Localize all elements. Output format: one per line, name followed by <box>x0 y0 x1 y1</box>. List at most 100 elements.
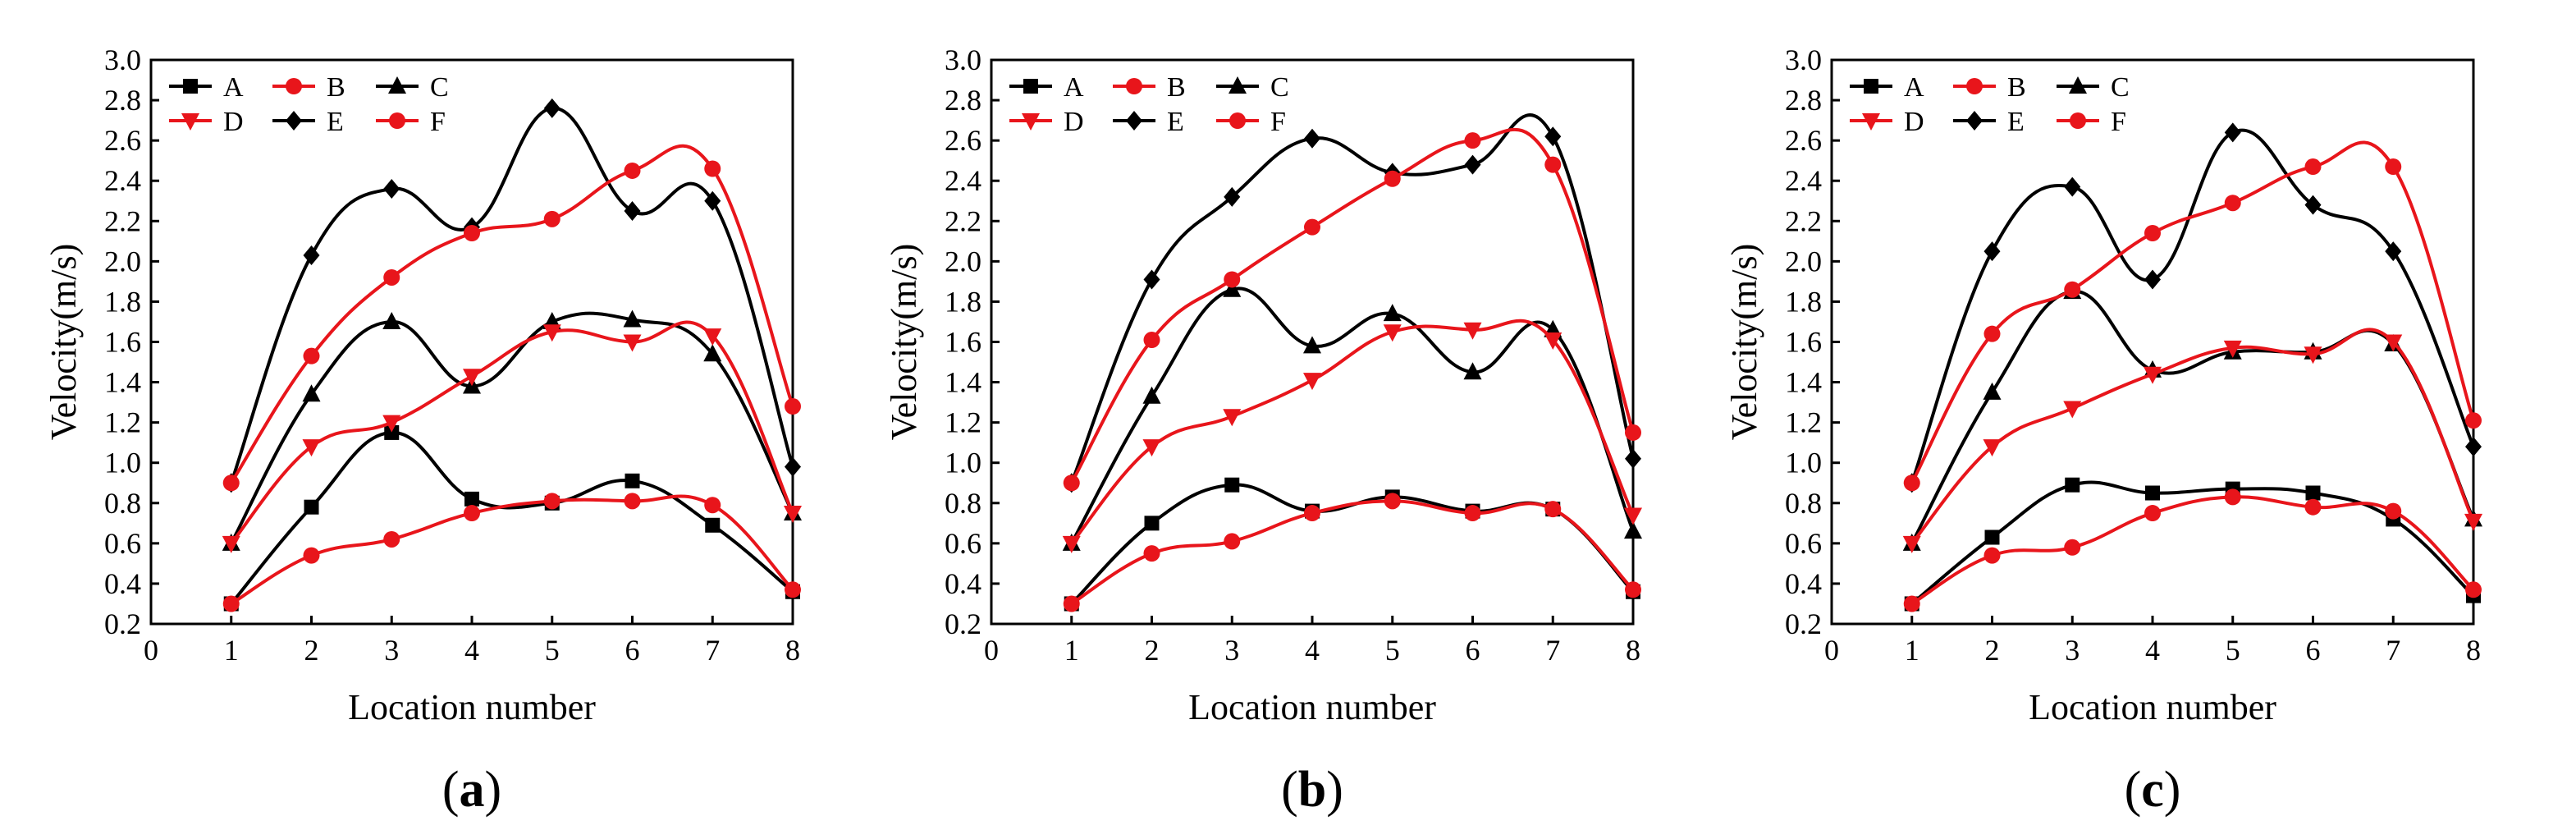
legend-marker-A <box>1023 79 1038 94</box>
y-tick-label: 1.8 <box>945 285 981 318</box>
panel-label-paren-close: ) <box>485 762 502 818</box>
data-point-A <box>705 517 721 533</box>
data-point-F <box>1143 332 1160 349</box>
data-point-B <box>383 530 400 548</box>
data-point-B <box>1544 501 1562 518</box>
legend-marker-D <box>1862 113 1880 131</box>
data-point-D <box>222 535 240 553</box>
panel-label: (b) <box>1281 762 1343 818</box>
data-point-B <box>624 493 641 510</box>
data-point-E <box>2385 241 2402 262</box>
data-point-A <box>1224 477 1240 493</box>
data-point-B <box>303 547 320 564</box>
data-point-E <box>2144 269 2161 290</box>
data-point-D <box>1463 322 1482 340</box>
y-tick-label: 0.4 <box>945 567 981 600</box>
data-point-D <box>2144 366 2162 384</box>
y-tick-label: 0.8 <box>104 487 141 520</box>
data-point-F <box>2385 158 2402 176</box>
data-point-D <box>1383 324 1402 342</box>
data-point-E <box>543 98 560 118</box>
data-point-C <box>1624 521 1642 539</box>
data-point-D <box>1223 409 1242 427</box>
series-line-F <box>1069 127 1635 485</box>
data-point-D <box>623 334 642 352</box>
data-point-B <box>2385 502 2402 520</box>
y-tick-label: 2.4 <box>1785 164 1822 197</box>
data-point-F <box>785 398 801 415</box>
data-point-B <box>543 493 560 510</box>
x-tick-label: 6 <box>2306 634 2321 667</box>
panel-label-letter: c <box>2141 762 2164 818</box>
data-point-E <box>2064 177 2081 197</box>
x-tick-label: 0 <box>1824 634 1839 667</box>
data-point-C <box>1303 336 1321 354</box>
data-point-D <box>1062 535 1081 553</box>
legend-marker-E <box>1126 111 1142 131</box>
data-point-E <box>2304 195 2322 215</box>
y-tick-label: 1.2 <box>1785 406 1822 439</box>
data-point-A <box>2145 485 2160 501</box>
data-point-E <box>303 245 320 265</box>
y-tick-label: 0.6 <box>945 527 981 560</box>
data-point-B <box>464 505 480 522</box>
data-point-E <box>704 190 721 211</box>
data-point-E <box>1544 126 1562 147</box>
data-point-D <box>784 506 802 524</box>
data-point-F <box>624 162 641 179</box>
data-point-B <box>2224 488 2241 506</box>
legend-marker-A <box>183 79 198 94</box>
y-tick-label: 0.4 <box>1785 567 1822 600</box>
x-tick-label: 4 <box>1305 634 1320 667</box>
chart-panel-b: 0.2 0.4 0.6 0.8 1.0 1.2 1.4 1.6 1.8 2.0 2.2 2.4 2.6 2… <box>884 44 1642 818</box>
legend-label: F <box>1270 107 1286 137</box>
data-point-E <box>1224 186 1241 207</box>
data-point-F <box>2304 158 2322 176</box>
data-point-D <box>2464 513 2482 531</box>
x-tick-label: 7 <box>2386 634 2400 667</box>
y-tick-label: 1.0 <box>945 447 981 479</box>
legend-marker-E <box>286 111 302 131</box>
data-point-C <box>382 311 401 329</box>
data-point-E <box>2465 437 2482 457</box>
data-point-F <box>383 268 400 286</box>
x-tick-label: 7 <box>1545 634 1560 667</box>
y-tick-label: 1.6 <box>1785 326 1822 359</box>
data-point-F <box>2465 412 2482 429</box>
data-point-E <box>1143 269 1160 290</box>
legend-label: C <box>430 72 449 103</box>
data-point-C <box>1142 386 1161 404</box>
data-point-A <box>1144 516 1160 531</box>
panel-label-paren-open: ( <box>442 762 460 818</box>
panel-label: (c) <box>2125 762 2181 818</box>
legend-label: E <box>1167 107 1184 137</box>
data-point-B <box>1224 533 1241 550</box>
data-point-F <box>1224 271 1241 288</box>
series-line-E <box>1910 128 2475 485</box>
y-axis-label: Velocity(m/s) <box>43 244 84 441</box>
data-point-B <box>2064 539 2081 556</box>
x-tick-label: 6 <box>625 634 640 667</box>
data-point-F <box>543 210 560 227</box>
legend-label: F <box>430 107 446 137</box>
data-point-B <box>785 581 801 598</box>
data-point-B <box>1384 493 1401 510</box>
y-axis-label: Velocity(m/s) <box>884 244 924 441</box>
y-tick-label: 0.8 <box>1785 487 1822 520</box>
data-point-D <box>1303 373 1321 391</box>
data-point-D <box>1544 332 1563 351</box>
data-point-E <box>1304 128 1320 149</box>
y-tick-label: 2.0 <box>1785 245 1822 277</box>
legend-label: A <box>1064 72 1084 103</box>
data-point-B <box>222 595 240 612</box>
data-point-F <box>2144 225 2161 242</box>
y-tick-label: 2.0 <box>945 245 981 277</box>
data-point-A <box>304 499 319 515</box>
x-tick-label: 0 <box>984 634 999 667</box>
x-tick-label: 2 <box>304 634 319 667</box>
legend-marker-C <box>388 76 406 94</box>
x-tick-label: 1 <box>1905 634 1919 667</box>
y-tick-label: 1.8 <box>104 285 141 318</box>
y-tick-label: 0.2 <box>1785 607 1822 640</box>
data-point-F <box>1464 132 1481 149</box>
